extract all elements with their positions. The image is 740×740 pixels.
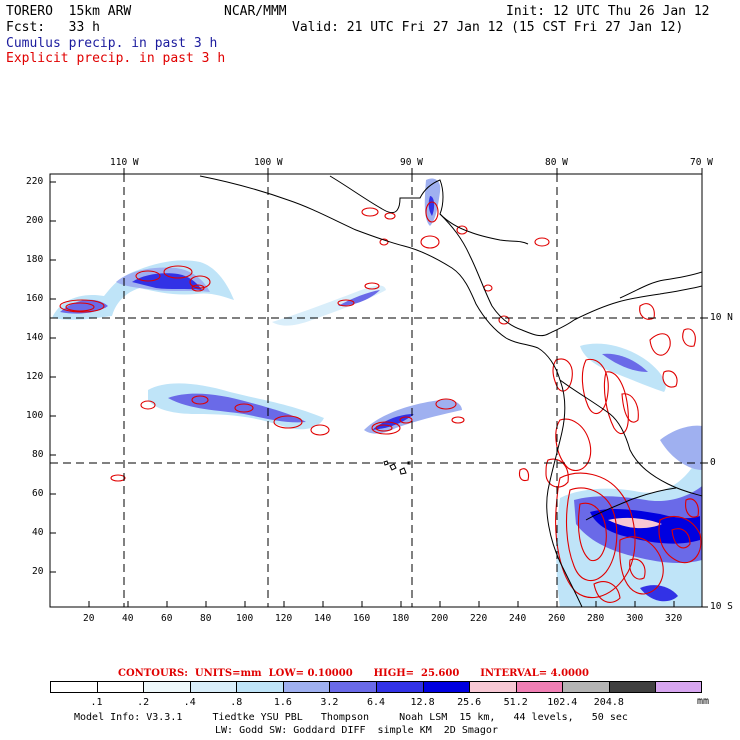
lon-label-70w: 70 W	[690, 157, 713, 168]
y-tick-label: 120	[26, 371, 44, 382]
x-tick-label: 120	[275, 613, 293, 624]
y-tick-label: 160	[26, 293, 44, 304]
x-tick-label: 320	[665, 613, 683, 624]
y-tick-label: 40	[32, 527, 44, 538]
colorbar-cell	[608, 681, 656, 693]
lat-label-10n: 10 N	[710, 312, 733, 323]
explicit-precip-contours	[59, 201, 702, 603]
coastline-venezuela-north	[619, 271, 702, 299]
x-tick-label: 40	[122, 613, 134, 624]
latlon-grid	[50, 174, 702, 607]
contours-interval: INTERVAL= 4.0000	[480, 668, 589, 679]
x-tick-label: 100	[236, 613, 254, 624]
colorbar-label: 102.4	[547, 697, 578, 708]
colorbar-cell	[329, 681, 376, 693]
contours-high: HIGH= 25.600	[373, 668, 460, 679]
colorbar-label: 3.2	[320, 697, 339, 708]
y-tick-label: 180	[26, 254, 44, 265]
x-tick-label: 240	[509, 613, 527, 624]
colorbar-label: 12.8	[410, 697, 435, 708]
colorbar-label: 6.4	[366, 697, 386, 708]
x-tick-label: 140	[314, 613, 332, 624]
colorbar-cell	[236, 681, 283, 693]
map-frame	[49, 173, 703, 608]
colorbar-label: 1.6	[273, 697, 292, 708]
colorbar-label: .8	[230, 697, 243, 708]
contours-label: CONTOURS:	[118, 668, 188, 679]
axis-ticks	[50, 168, 708, 608]
colorbar-cell	[515, 681, 563, 693]
x-tick-label: 60	[161, 613, 173, 624]
colorbar-cell	[189, 681, 237, 693]
model-info-line: Model Info: V3.3.1 Tiedtke YSU PBL Thomp…	[74, 712, 628, 723]
cumulus-colombia	[580, 343, 666, 392]
x-tick-label: 180	[392, 613, 410, 624]
coastline-gulf-yucatan	[329, 175, 529, 245]
lon-label-110w: 110 W	[110, 157, 139, 168]
x-tick-label: 20	[83, 613, 95, 624]
x-tick-label: 220	[470, 613, 488, 624]
org-label: NCAR/MMM	[224, 4, 287, 19]
colorbar-cell	[655, 681, 702, 693]
colorbar-label: .4	[183, 697, 196, 708]
y-tick-label: 20	[32, 566, 44, 577]
cumulus-legend-line: Cumulus precip. in past 3 h	[6, 36, 218, 51]
colorbar-cell	[376, 681, 423, 693]
init-time: Init: 12 UTC Thu 26 Jan 12	[506, 4, 710, 19]
contours-units: UNITS=mm	[194, 668, 262, 679]
colorbar-cell	[469, 681, 516, 693]
x-tick-label: 80	[200, 613, 212, 624]
border-peru-brazil	[585, 487, 677, 521]
colorbar-cell	[422, 681, 470, 693]
forecast-hour: Fcst: 33 h	[6, 20, 100, 35]
x-tick-label: 300	[626, 613, 644, 624]
coastlines	[199, 175, 702, 607]
lon-label-80w: 80 W	[545, 157, 568, 168]
lat-label-0: 0	[710, 457, 716, 468]
x-tick-label: 200	[431, 613, 449, 624]
y-tick-label: 80	[32, 449, 44, 460]
colorbar-label: .2	[137, 697, 150, 708]
coastline-colombia-venezuela	[573, 285, 702, 321]
y-tick-label: 220	[26, 176, 44, 187]
border-south-america	[559, 379, 702, 497]
lon-label-100w: 100 W	[254, 157, 283, 168]
x-tick-label: 260	[548, 613, 566, 624]
contours-low: LOW= 0.10000	[268, 668, 353, 679]
x-tick-label: 160	[353, 613, 371, 624]
valid-time: Valid: 21 UTC Fri 27 Jan 12 (15 CST Fri …	[292, 20, 684, 35]
y-tick-label: 100	[26, 410, 44, 421]
colorbar-cell	[143, 681, 190, 693]
physics-info-line: LW: Godd SW: Goddard DIFF simple KM 2D S…	[215, 725, 498, 736]
model-title: TORERO 15km ARW	[6, 4, 132, 19]
colorbar-cell	[96, 681, 144, 693]
y-tick-label: 60	[32, 488, 44, 499]
coastline-mexico-pacific	[199, 175, 583, 607]
coastline-central-america-caribbean	[439, 213, 575, 337]
colorbar-unit: mm	[697, 696, 710, 707]
y-tick-label: 200	[26, 215, 44, 226]
colorbar-cell	[282, 681, 330, 693]
explicit-legend-line: Explicit precip. in past 3 h	[6, 51, 226, 66]
y-tick-label: 140	[26, 332, 44, 343]
colorbar-label: .1	[90, 697, 103, 708]
colorbar-frame	[50, 681, 702, 693]
x-tick-label: 280	[587, 613, 605, 624]
colorbar-label: 51.2	[503, 697, 528, 708]
lat-label-10s: 10 S	[710, 601, 733, 612]
colorbar-cell	[562, 681, 609, 693]
colorbar-label: 204.8	[593, 697, 624, 708]
lon-label-90w: 90 W	[400, 157, 423, 168]
colorbar-label: 25.6	[457, 697, 482, 708]
contours-info: CONTOURS: UNITS=mm LOW= 0.10000 HIGH= 25…	[118, 668, 589, 679]
